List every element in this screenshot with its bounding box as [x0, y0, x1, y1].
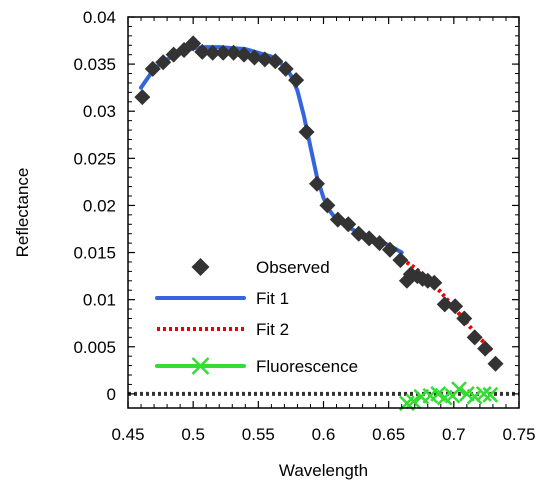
legend-cross-fluorescence-stroke-b [191, 357, 210, 375]
axes: 0.45 0.5 0.55 0.6 0.65 0.7 0.75 0 0.005 0.01 0.015… [13, 8, 536, 480]
observed-point [288, 72, 305, 89]
observed-point [487, 355, 504, 372]
y-axis-title: Reflectance [13, 168, 32, 258]
observed-point [185, 35, 202, 52]
fluorescence-point-stroke-b [475, 385, 492, 402]
observed-point [308, 175, 325, 192]
observed-point [204, 44, 221, 61]
observed-point [381, 241, 398, 258]
observed-point [319, 197, 336, 214]
fluorescence-point-stroke-b [430, 385, 447, 402]
observed-point [371, 235, 388, 252]
legend-label-fluorescence: Fluorescence [256, 357, 358, 376]
legend-swatch-observed [191, 258, 210, 276]
plot-frame [127, 16, 520, 409]
x-tick-label: 0.7 [442, 425, 466, 444]
fluorescence-point-stroke-b [482, 386, 499, 403]
legend-label-fit1: Fit 1 [256, 289, 289, 308]
x-tick-label: 0.75 [502, 425, 535, 444]
y-tick-label: 0.015 [73, 244, 116, 263]
observed-point [426, 274, 443, 291]
y-tick-label: 0.035 [73, 55, 116, 74]
fit1-line [139, 45, 404, 255]
y-tick-label: 0.03 [83, 102, 116, 121]
x-tick-label: 0.55 [242, 425, 275, 444]
fluorescence-point-stroke-b [458, 385, 475, 402]
observed-point [447, 298, 464, 315]
x-axis-title: Wavelength [279, 461, 368, 480]
observed-point [456, 310, 473, 327]
legend-label-observed: Observed [256, 258, 330, 277]
fluorescence-point-stroke-b [451, 381, 467, 398]
observed-point [256, 51, 273, 68]
fluorescence-point-stroke-b [405, 393, 422, 410]
fluorescence-point [475, 385, 492, 402]
fluorescence-point-stroke-b [466, 388, 483, 405]
observed-point [477, 340, 494, 357]
observed-point [246, 49, 263, 66]
legend-cross-fluorescence [191, 357, 210, 375]
y-tick-label: 0.02 [83, 196, 116, 215]
y-tick-label: 0.04 [83, 8, 116, 27]
observed-point [466, 329, 483, 346]
observed-point [144, 60, 161, 77]
observed-point [340, 216, 357, 233]
x-tick-label: 0.45 [111, 425, 144, 444]
legend-label-fit2: Fit 2 [256, 320, 289, 339]
y-tick-label: 0.01 [83, 291, 116, 310]
x-tick-label: 0.5 [181, 425, 205, 444]
x-tick-label: 0.6 [312, 425, 336, 444]
y-tick-label: 0.025 [73, 149, 116, 168]
legend: Observed Fit 1 Fit 2 Fluorescence [155, 258, 358, 376]
observed-point [267, 53, 284, 70]
fluorescence-point [405, 393, 422, 410]
observed-point [436, 296, 453, 313]
observed-point [194, 43, 211, 60]
observed-point [215, 44, 232, 61]
observed-point [155, 54, 172, 71]
y-tick-label: 0 [107, 385, 116, 404]
fluorescence-point [466, 388, 483, 405]
observed-point [298, 123, 315, 140]
fluorescence-point [451, 381, 467, 398]
fluorescence-point [482, 386, 499, 403]
observed-point [134, 89, 151, 106]
y-tick-label: 0.005 [73, 338, 116, 357]
observed-point [225, 44, 242, 61]
observed-point [392, 252, 409, 269]
x-tick-label: 0.65 [372, 425, 405, 444]
observed-point [277, 60, 294, 77]
plot-area [128, 35, 519, 412]
